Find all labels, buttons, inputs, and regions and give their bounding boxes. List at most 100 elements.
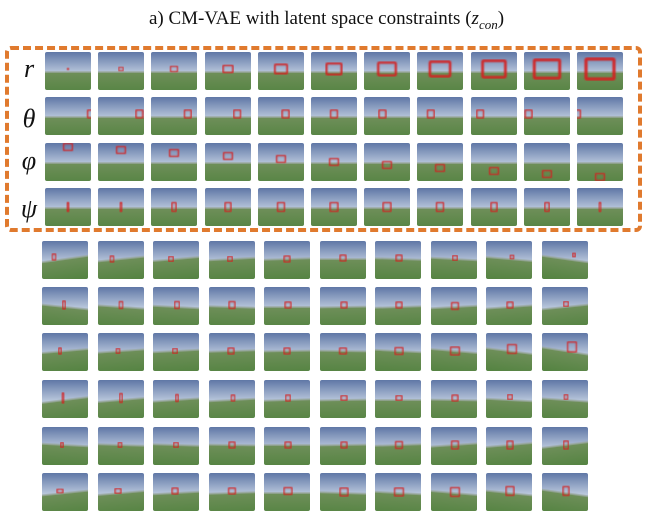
image-tile	[430, 473, 477, 511]
image-tile	[319, 380, 366, 418]
image-tile	[375, 287, 421, 325]
image-tile	[257, 97, 304, 135]
image-tile	[523, 97, 570, 135]
image-tile	[486, 241, 532, 279]
image-tile	[541, 241, 588, 279]
image-tile	[208, 287, 255, 325]
figure-title: a) CM-VAE with latent space constraints …	[0, 8, 653, 33]
image-tile	[417, 188, 464, 226]
image-tile	[153, 333, 199, 371]
image-tile	[541, 333, 588, 371]
image-tile	[364, 143, 411, 181]
image-tile	[541, 473, 588, 511]
image-tile	[153, 287, 199, 325]
image-tile	[430, 427, 477, 465]
image-tile	[470, 97, 517, 135]
image-tile	[204, 97, 251, 135]
title-subscript: con	[478, 16, 498, 32]
image-tile	[151, 188, 198, 226]
image-tile	[45, 188, 91, 226]
image-tile	[97, 333, 144, 371]
image-tile	[151, 52, 198, 90]
image-tile	[577, 188, 623, 226]
image-tile	[208, 473, 255, 511]
image-tile	[98, 52, 145, 90]
image-tile	[264, 380, 310, 418]
image-tile	[208, 427, 255, 465]
row-label-r: r	[23, 54, 35, 83]
image-tile	[204, 52, 251, 90]
image-tile	[311, 143, 357, 181]
image-tile	[523, 188, 570, 226]
image-tile	[98, 97, 145, 135]
image-tile	[264, 473, 310, 511]
image-tile	[430, 241, 477, 279]
constraint-box	[5, 46, 642, 232]
image-tile	[151, 143, 198, 181]
image-tile	[319, 473, 366, 511]
image-tile	[42, 287, 88, 325]
image-tile	[257, 188, 304, 226]
image-tile	[375, 473, 421, 511]
image-tile	[42, 333, 88, 371]
image-tile	[577, 143, 623, 181]
image-tile	[97, 380, 144, 418]
image-tile	[319, 427, 366, 465]
image-tile	[204, 188, 251, 226]
image-tile	[153, 241, 199, 279]
image-tile	[45, 143, 91, 181]
image-tile	[486, 473, 532, 511]
image-tile	[45, 97, 91, 135]
image-tile	[257, 52, 304, 90]
image-tile	[311, 188, 357, 226]
row-label-theta: θ	[22, 104, 36, 133]
image-tile	[208, 380, 255, 418]
image-tile	[430, 287, 477, 325]
image-tile	[264, 241, 310, 279]
image-tile	[42, 241, 88, 279]
image-tile	[577, 52, 623, 90]
image-tile	[375, 333, 421, 371]
image-tile	[430, 333, 477, 371]
image-tile	[375, 241, 421, 279]
image-tile	[417, 97, 464, 135]
image-tile	[153, 473, 199, 511]
image-tile	[541, 427, 588, 465]
image-tile	[208, 333, 255, 371]
image-tile	[470, 188, 517, 226]
image-tile	[319, 241, 366, 279]
image-tile	[364, 52, 411, 90]
image-tile	[417, 52, 464, 90]
image-tile	[417, 143, 464, 181]
image-tile	[364, 188, 411, 226]
image-tile	[319, 333, 366, 371]
image-tile	[151, 97, 198, 135]
image-tile	[97, 427, 144, 465]
image-tile	[311, 97, 357, 135]
image-tile	[97, 287, 144, 325]
image-tile	[486, 287, 532, 325]
image-tile	[264, 333, 310, 371]
image-tile	[42, 427, 88, 465]
image-tile	[264, 427, 310, 465]
image-tile	[577, 97, 623, 135]
row-label-phi: φ	[21, 146, 37, 175]
image-tile	[486, 333, 532, 371]
image-tile	[45, 52, 91, 90]
image-tile	[430, 380, 477, 418]
image-tile	[42, 380, 88, 418]
image-tile	[375, 380, 421, 418]
image-tile	[97, 473, 144, 511]
image-tile	[153, 427, 199, 465]
image-tile	[98, 188, 145, 226]
image-tile	[208, 241, 255, 279]
image-tile	[97, 241, 144, 279]
image-tile	[98, 143, 145, 181]
image-tile	[257, 143, 304, 181]
image-tile	[523, 52, 570, 90]
image-tile	[311, 52, 357, 90]
image-tile	[486, 380, 532, 418]
image-tile	[153, 380, 199, 418]
row-label-psi: ψ	[20, 194, 38, 223]
